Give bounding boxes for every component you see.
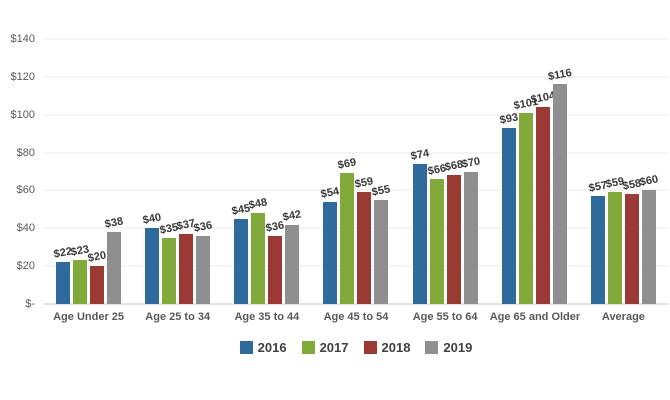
plot-area: $- $20 $40 $60 $80 $100 $120 $140 $22 $23 $20 $38 Ag…	[11, 33, 668, 323]
category-label: Age 65 and Older	[489, 311, 581, 323]
bar-2019: $55	[371, 183, 392, 304]
bar-2018: $104	[530, 90, 556, 304]
legend-label: 2017	[319, 340, 349, 355]
bar-2016: $40	[142, 212, 162, 304]
data-label: $36	[193, 219, 214, 235]
legend-item-2019: 2019	[425, 340, 472, 355]
data-label: $69	[337, 156, 358, 173]
bar-2018: $58	[622, 178, 642, 304]
bar-2016: $22	[53, 246, 73, 304]
y-axis-tick-label: $120	[10, 70, 35, 83]
bar-2019: $60	[639, 174, 659, 304]
gridline	[44, 114, 668, 116]
data-label: $74	[409, 147, 430, 163]
bar-2018: $68	[443, 159, 464, 304]
y-axis-tick-label: $40	[16, 222, 35, 235]
bar-group: $74 $66 $68 $70	[401, 39, 490, 304]
bar-2017: $48	[248, 197, 268, 304]
bar-2019: $38	[104, 215, 124, 304]
y-axis-tick-label: $140	[10, 33, 35, 45]
data-label: $70	[460, 154, 481, 171]
y-axis-tick-label: $20	[16, 260, 35, 273]
y-axis-tick-label: $60	[16, 184, 35, 197]
bar-2019: $36	[193, 219, 213, 304]
bar-2016: $74	[409, 147, 430, 304]
y-axis-tick-label: $80	[16, 146, 35, 159]
data-label: $55	[371, 183, 392, 199]
bar-group: $22 $23 $20 $38	[44, 39, 133, 304]
legend-item-2018: 2018	[363, 340, 411, 355]
data-label: $60	[638, 173, 660, 190]
gridline	[44, 152, 668, 154]
bar-2017: $66	[426, 162, 447, 304]
gridline	[44, 227, 668, 229]
data-label: $42	[282, 207, 303, 224]
legend-item-2017: 2017	[301, 340, 349, 355]
gridline	[44, 189, 668, 191]
data-label: $48	[248, 196, 269, 212]
legend-label: 2019	[443, 340, 473, 355]
y-axis-tick-label: $-	[25, 298, 35, 310]
bar-group: $93 $101 $104 $116	[490, 39, 579, 304]
bar-2016: $54	[320, 185, 341, 304]
bar-2017: $35	[159, 221, 179, 304]
legend-swatch-icon	[301, 341, 315, 354]
gridline	[44, 265, 668, 267]
legend-label: 2016	[257, 340, 287, 355]
bar-group: $54 $69 $59 $55	[311, 39, 400, 304]
bar-2018: $36	[265, 219, 285, 304]
bar-2018: $37	[176, 217, 196, 304]
bar-group: $40 $35 $37 $36	[133, 39, 222, 304]
category-label: Age 35 to 44	[234, 311, 300, 323]
gridline	[44, 38, 668, 40]
data-label: $38	[103, 215, 125, 231]
data-label: $20	[86, 249, 108, 265]
category-label: Age 55 to 64	[412, 311, 478, 323]
bar-2018: $59	[354, 176, 375, 304]
bar-2016: $93	[499, 111, 519, 304]
y-axis-tick-label: $100	[10, 108, 35, 121]
bar-2017: $59	[605, 176, 625, 304]
bar-2016: $57	[588, 179, 608, 304]
category-label: Age Under 25	[53, 311, 125, 323]
legend-swatch-icon	[239, 341, 253, 354]
category-label: Average	[601, 311, 645, 323]
category-label: Age 25 to 34	[145, 311, 211, 323]
category-label: Age 45 to 54	[323, 311, 389, 323]
legend-label: 2018	[381, 340, 411, 355]
data-label: $93	[498, 111, 519, 127]
bar-group: $57 $59 $58 $60	[579, 39, 668, 304]
bar-2018: $20	[87, 250, 107, 304]
x-axis-line	[44, 303, 668, 305]
data-label: $116	[546, 67, 573, 84]
data-label: $54	[320, 185, 341, 201]
legend-swatch-icon	[363, 341, 377, 354]
bar-2017: $69	[337, 157, 358, 304]
legend-swatch-icon	[425, 341, 439, 354]
bar-group: $45 $48 $36 $42	[222, 39, 311, 304]
data-label: $36	[265, 219, 286, 235]
legend: 2016 2017 2018 2019	[44, 340, 668, 355]
bar-2017: $101	[513, 96, 539, 304]
bar-2017: $23	[70, 244, 90, 304]
bar-2019: $116	[547, 67, 573, 304]
bar-2019: $42	[282, 208, 302, 304]
gridline	[44, 76, 668, 78]
bar-2019: $70	[460, 155, 481, 304]
bar-2016: $45	[231, 202, 251, 304]
legend-item-2016: 2016	[239, 340, 287, 355]
